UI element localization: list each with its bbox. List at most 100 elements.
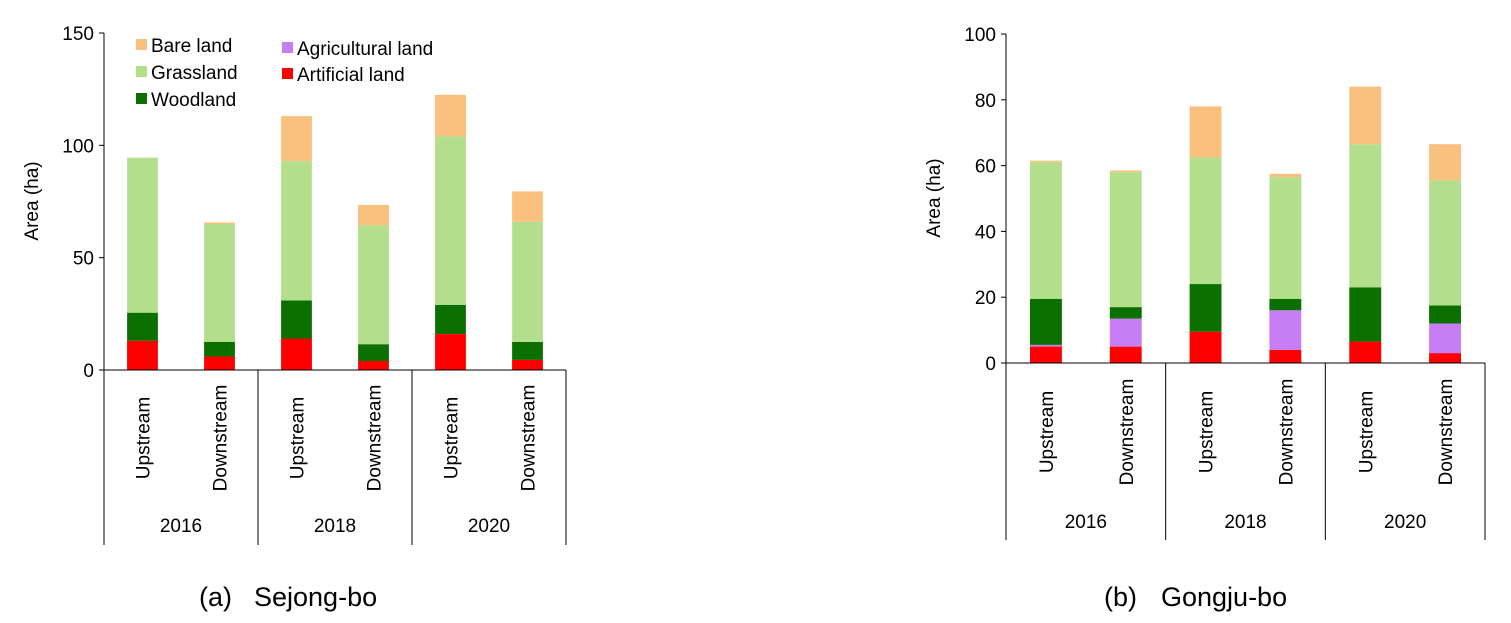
x-category-label-downstream: Downstream — [365, 385, 386, 492]
bar-segment-artificial-land-6 — [1429, 353, 1461, 363]
bar-segment-woodland-4 — [358, 344, 389, 361]
bar-segment-agricultural-land-4 — [1269, 310, 1302, 350]
x-category-label-upstream: Upstream — [442, 397, 463, 479]
bar-segment-artificial-land-5 — [435, 334, 466, 370]
bar-segment-woodland-1 — [127, 312, 158, 341]
bar-segment-woodland-5 — [435, 304, 466, 334]
x-group-label-2016: 2016 — [1065, 512, 1107, 533]
bar-segment-agricultural-land-6 — [1429, 323, 1461, 354]
caption-name-a: Sejong-bo — [254, 582, 377, 612]
x-category-label-upstream: Upstream — [1356, 391, 1377, 473]
bar-segment-woodland-3 — [281, 300, 312, 339]
legend-swatch-woodland — [136, 93, 147, 104]
legend-swatch-artificial-land — [282, 68, 293, 79]
bar-segment-artificial-land-3 — [281, 338, 312, 370]
y-tick-label: 20 — [975, 288, 996, 309]
bar-segment-grassland-3 — [281, 161, 312, 301]
caption-name-b: Gongju-bo — [1161, 582, 1287, 612]
y-tick-label: 0 — [985, 354, 996, 375]
bar-segment-grassland-6 — [1429, 180, 1461, 306]
bar-segment-bare-land-4 — [1269, 173, 1302, 178]
x-category-label-downstream: Downstream — [1117, 379, 1138, 486]
bar-segment-artificial-land-1 — [127, 340, 158, 370]
x-group-label-2018: 2018 — [1224, 512, 1266, 533]
bar-segment-woodland-1 — [1030, 298, 1062, 345]
bar-segment-agricultural-land-1 — [1030, 344, 1062, 347]
bar-segment-bare-land-2 — [1109, 170, 1142, 173]
bar-segment-artificial-land-6 — [512, 359, 543, 370]
bars — [127, 94, 543, 370]
bar-segment-bare-land-3 — [1189, 106, 1222, 158]
bar-segment-artificial-land-4 — [1269, 349, 1302, 363]
chart-sejong-bo: 0 50 100 150 Area (ha) Upstream Downstream Upst… — [22, 24, 567, 545]
bar-segment-agricultural-land-2 — [1109, 318, 1142, 347]
x-category-label-downstream: Downstream — [211, 385, 232, 492]
bar-segment-bare-land-5 — [435, 94, 466, 137]
legend-label-bare-land: Bare land — [151, 36, 232, 57]
bar-segment-grassland-1 — [1030, 162, 1062, 299]
bar-segment-grassland-2 — [204, 224, 235, 342]
bar-segment-woodland-3 — [1189, 284, 1222, 332]
x-group-label-2016: 2016 — [160, 516, 202, 537]
legend-swatch-agricultural-land — [282, 42, 293, 53]
bar-segment-bare-land-2 — [204, 222, 235, 224]
bar-segment-grassland-1 — [127, 157, 158, 313]
x-group-label-2020: 2020 — [468, 516, 510, 537]
bar-segment-bare-land-6 — [512, 191, 543, 222]
x-category-label-upstream: Upstream — [288, 397, 309, 479]
bar-segment-woodland-6 — [1429, 305, 1461, 324]
bar-segment-grassland-4 — [1269, 177, 1302, 299]
y-tick-label: 80 — [975, 91, 996, 112]
y-tick-label: 150 — [62, 24, 94, 45]
legend-label-artificial-land: Artificial land — [297, 65, 405, 86]
y-tick-label: 50 — [73, 249, 94, 270]
bar-segment-bare-land-6 — [1429, 144, 1461, 181]
y-axis-label: Area (ha) — [22, 161, 43, 240]
bar-segment-artificial-land-3 — [1189, 331, 1222, 363]
bar-segment-grassland-6 — [512, 221, 543, 342]
bar-segment-artificial-land-2 — [1109, 346, 1142, 363]
y-tick-label: 60 — [975, 157, 996, 178]
bar-segment-grassland-4 — [358, 225, 389, 345]
legend-swatch-bare-land — [136, 39, 147, 50]
bar-segment-woodland-2 — [204, 341, 235, 357]
bar-segment-artificial-land-2 — [204, 356, 235, 370]
bar-segment-bare-land-1 — [1030, 160, 1062, 163]
x-category-label-upstream: Upstream — [1037, 391, 1058, 473]
y-axis-label: Area (ha) — [924, 158, 945, 237]
bars — [1030, 86, 1461, 363]
bar-segment-bare-land-4 — [358, 204, 389, 226]
legend-label-grassland: Grassland — [151, 63, 238, 84]
x-category-label-upstream: Upstream — [1197, 391, 1218, 473]
y-tick-label: 0 — [83, 361, 94, 382]
bar-segment-grassland-5 — [1349, 144, 1382, 288]
x-group-label-2020: 2020 — [1384, 512, 1426, 533]
x-category-label-downstream: Downstream — [1436, 379, 1457, 486]
y-tick-label: 40 — [975, 222, 996, 243]
x-group-label-2018: 2018 — [314, 516, 356, 537]
bar-segment-woodland-6 — [512, 341, 543, 360]
bar-segment-bare-land-3 — [281, 116, 312, 161]
bar-segment-artificial-land-5 — [1349, 341, 1382, 363]
legend-swatch-grassland — [136, 66, 147, 77]
legend-label-woodland: Woodland — [151, 90, 236, 111]
x-category-label-downstream: Downstream — [519, 385, 540, 492]
bar-segment-grassland-2 — [1109, 172, 1142, 308]
bar-segment-woodland-5 — [1349, 287, 1382, 342]
bar-segment-woodland-2 — [1109, 307, 1142, 319]
caption-label-a: (a) — [199, 582, 232, 612]
y-tick-label: 100 — [62, 136, 94, 157]
bar-segment-artificial-land-1 — [1030, 346, 1062, 363]
legend-label-agricultural-land: Agricultural land — [297, 39, 433, 60]
chart-gongju-bo: 0 20 40 60 80 100 Area (ha) Upstream Downstream U… — [924, 25, 1486, 540]
legend: Bare land Agricultural land Grassland Ar… — [136, 36, 433, 111]
x-category-label-upstream: Upstream — [134, 397, 155, 479]
bar-segment-woodland-4 — [1269, 298, 1302, 311]
caption-label-b: (b) — [1104, 582, 1137, 612]
bar-segment-bare-land-5 — [1349, 86, 1382, 145]
bar-segment-artificial-land-4 — [358, 361, 389, 370]
bar-segment-grassland-3 — [1189, 157, 1222, 285]
bar-segment-grassland-5 — [435, 136, 466, 305]
y-tick-label: 100 — [964, 25, 996, 46]
